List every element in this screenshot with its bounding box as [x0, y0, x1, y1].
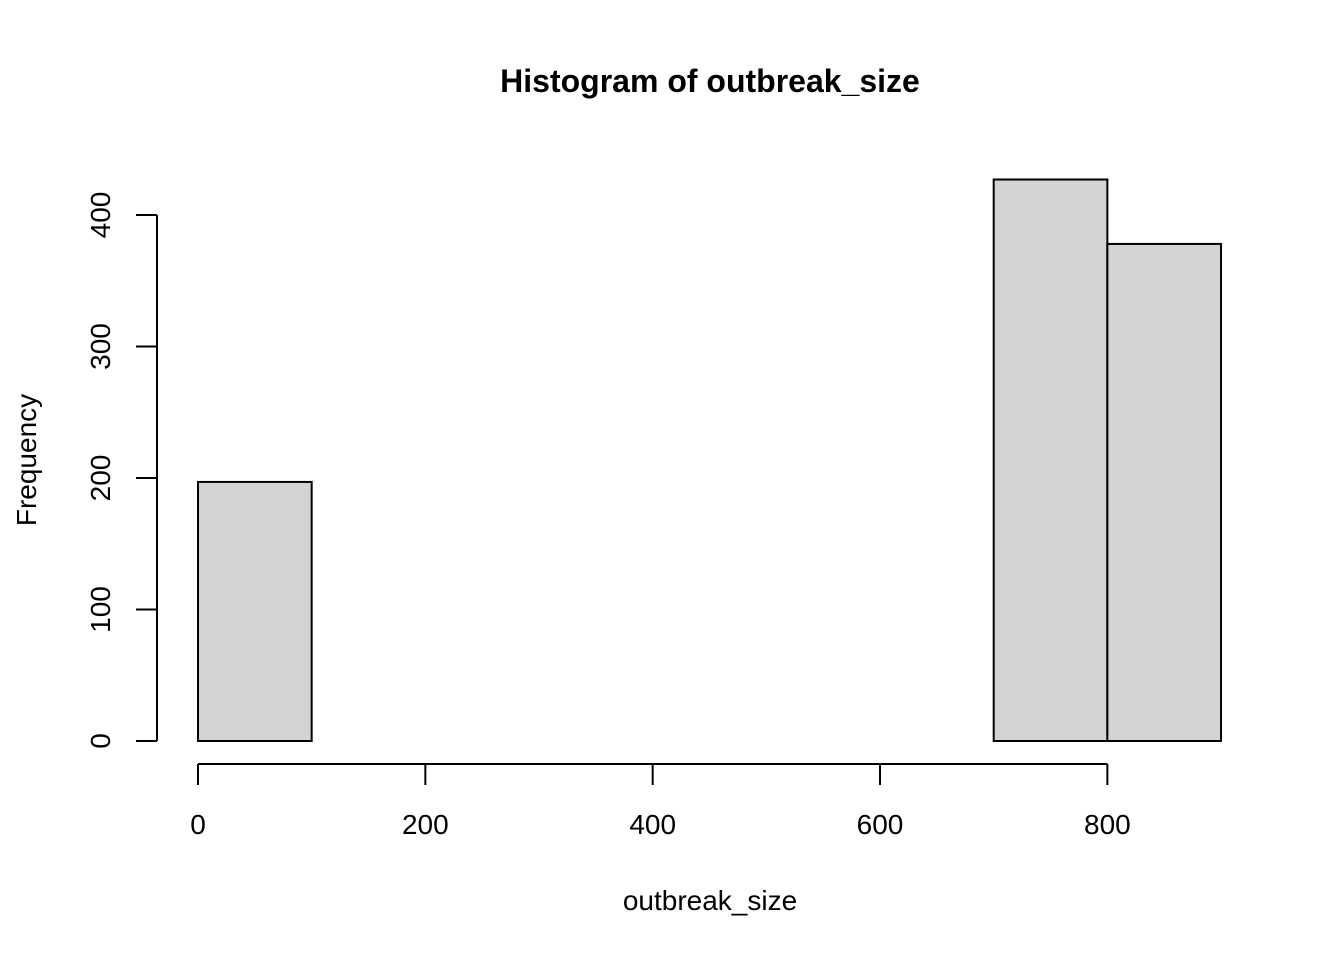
- x-tick-label-0: 0: [190, 809, 206, 840]
- bars-group: [197, 178, 1223, 742]
- x-axis-label: outbreak_size: [623, 885, 797, 916]
- x-tick-label-1: 200: [402, 809, 449, 840]
- x-tick-label-4: 800: [1084, 809, 1131, 840]
- histogram-bar-0: [197, 480, 313, 742]
- histogram-bar-7: [992, 178, 1109, 742]
- y-tick-label-2: 200: [85, 455, 116, 502]
- x-tick-label-2: 400: [629, 809, 676, 840]
- y-tick-label-3: 300: [85, 323, 116, 370]
- chart-title: Histogram of outbreak_size: [500, 63, 920, 99]
- y-tick-label-1: 100: [85, 586, 116, 633]
- x-axis: 0 200 400 600 800: [190, 763, 1131, 840]
- y-tick-label-0: 0: [85, 733, 116, 749]
- y-axis-label: Frequency: [11, 394, 42, 526]
- y-axis: 0 100 200 300 400: [85, 192, 158, 749]
- histogram-bar-8: [1106, 242, 1223, 742]
- x-tick-label-3: 600: [857, 809, 904, 840]
- y-tick-label-4: 400: [85, 192, 116, 239]
